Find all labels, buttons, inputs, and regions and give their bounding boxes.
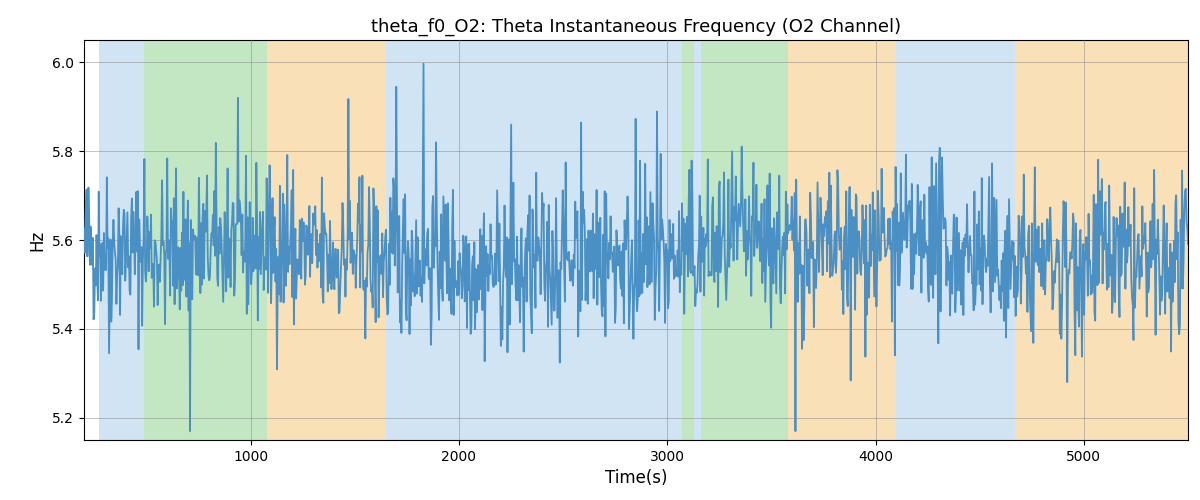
Bar <box>701 40 788 440</box>
Bar <box>268 40 386 440</box>
Bar <box>98 40 144 440</box>
Title: theta_f0_O2: Theta Instantaneous Frequency (O2 Channel): theta_f0_O2: Theta Instantaneous Frequen… <box>371 18 901 36</box>
Bar <box>896 40 1015 440</box>
Bar <box>788 40 896 440</box>
Bar <box>1015 40 1188 440</box>
Bar <box>695 40 701 440</box>
Y-axis label: Hz: Hz <box>29 230 47 250</box>
Bar <box>682 40 695 440</box>
X-axis label: Time(s): Time(s) <box>605 470 667 488</box>
Bar <box>144 40 268 440</box>
Bar <box>386 40 682 440</box>
